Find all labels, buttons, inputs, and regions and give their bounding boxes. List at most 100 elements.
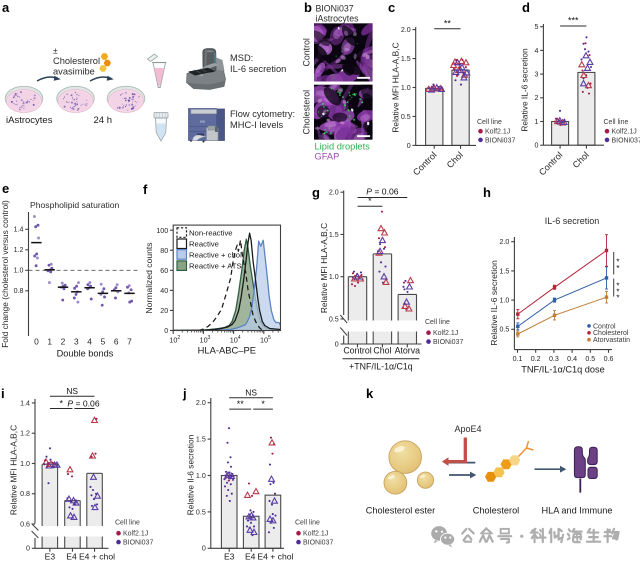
svg-text:1.4: 1.4 [20, 399, 30, 407]
svg-text:Cell line: Cell line [477, 119, 502, 126]
svg-text:**: ** [237, 399, 245, 409]
svg-text:3: 3 [74, 337, 79, 347]
svg-text:Relative MFI HLA-A,B,C: Relative MFI HLA-A,B,C [9, 425, 19, 515]
svg-text:0.2: 0.2 [531, 355, 541, 363]
svg-text:3: 3 [208, 335, 211, 341]
svg-text:Relative MFI HLA-A,B,C: Relative MFI HLA-A,B,C [319, 223, 329, 313]
svg-text:Control: Control [343, 346, 371, 356]
svg-text:Kolf2.1J: Kolf2.1J [485, 129, 510, 136]
svg-text:1: 1 [534, 118, 538, 126]
svg-text:TNF/IL-1α/C1q dose: TNF/IL-1α/C1q dose [521, 365, 604, 375]
svg-text:0.5: 0.5 [500, 326, 510, 334]
svg-text:Phospholipid saturation: Phospholipid saturation [30, 200, 120, 210]
svg-text:3: 3 [534, 71, 538, 79]
svg-text:1.0: 1.0 [500, 297, 510, 305]
svg-text:10: 10 [169, 335, 177, 344]
svg-text:Control: Control [411, 150, 439, 178]
svg-text:E4 + chol: E4 + chol [79, 552, 115, 562]
svg-text:Atorva: Atorva [395, 346, 421, 356]
svg-text:0: 0 [202, 545, 206, 553]
svg-text:Chol: Chol [373, 346, 391, 356]
svg-text:0.4: 0.4 [567, 355, 577, 363]
svg-text:2: 2 [534, 94, 538, 102]
svg-text:+TNF/IL-1α/C1q: +TNF/IL-1α/C1q [349, 362, 413, 372]
svg-text:BIONi037: BIONi037 [303, 540, 333, 547]
svg-text:*: * [616, 281, 620, 291]
svg-text:g: g [312, 185, 320, 200]
svg-text:BIONi037: BIONi037 [316, 4, 354, 14]
svg-text:Kolf2.1J: Kolf2.1J [123, 531, 148, 538]
svg-text:Relative Il-6 secretion: Relative Il-6 secretion [186, 434, 196, 515]
svg-text:1.5: 1.5 [401, 55, 411, 63]
svg-text:0.5: 0.5 [196, 508, 206, 516]
svg-text:5: 5 [534, 23, 538, 31]
svg-text:1.0: 1.0 [329, 273, 339, 281]
svg-text:5: 5 [101, 337, 106, 347]
svg-text:e: e [2, 181, 9, 196]
svg-text:7: 7 [127, 337, 132, 347]
svg-text:1.5: 1.5 [196, 436, 206, 444]
svg-text:GFAP: GFAP [315, 152, 340, 162]
svg-text:h: h [483, 185, 491, 200]
svg-text:10: 10 [230, 335, 238, 344]
svg-text:E4: E4 [66, 552, 77, 562]
svg-text:*: * [261, 399, 265, 409]
svg-text:Cell line: Cell line [604, 119, 629, 126]
svg-text:1: 1 [47, 337, 52, 347]
svg-text:Reactive + ATS: Reactive + ATS [189, 262, 242, 271]
svg-text:j: j [182, 386, 187, 401]
svg-text:Cell line: Cell line [295, 520, 320, 527]
svg-text:0.5: 0.5 [585, 355, 595, 363]
svg-text:80: 80 [160, 247, 168, 255]
svg-text:0: 0 [335, 340, 339, 348]
svg-text:1.0: 1.0 [196, 472, 206, 480]
svg-text:Control: Control [302, 38, 312, 66]
svg-text:0.8: 0.8 [14, 287, 24, 295]
svg-text:0: 0 [407, 142, 411, 150]
svg-text:MSD:: MSD: [230, 53, 253, 63]
svg-text:0: 0 [26, 545, 30, 553]
svg-text:2.0: 2.0 [500, 238, 510, 246]
svg-text:Kolf2.1J: Kolf2.1J [433, 330, 458, 337]
svg-text:d: d [522, 0, 530, 15]
svg-text:0.6: 0.6 [604, 355, 614, 363]
svg-text:4: 4 [238, 335, 241, 341]
svg-text:HLA and Immune: HLA and Immune [542, 506, 613, 516]
svg-text:iAstrocytes: iAstrocytes [6, 115, 53, 126]
svg-text:Control: Control [593, 323, 616, 330]
svg-text:Lipid droplets: Lipid droplets [315, 142, 371, 152]
svg-text:b: b [304, 0, 312, 15]
svg-text:BIONi037: BIONi037 [612, 137, 640, 144]
svg-text:Cholesterol: Cholesterol [53, 56, 100, 66]
svg-text:10: 10 [260, 335, 268, 344]
svg-text:**: ** [444, 19, 452, 29]
svg-text:Cell line: Cell line [425, 319, 450, 326]
svg-text:0.8: 0.8 [20, 490, 30, 498]
svg-text:IL-6 secretion: IL-6 secretion [230, 64, 286, 74]
svg-text:Normalized counts: Normalized counts [144, 242, 154, 313]
svg-text:***: *** [568, 16, 579, 26]
svg-text:HLA-ABC–PE: HLA-ABC–PE [198, 345, 256, 356]
svg-text:E3: E3 [45, 552, 56, 562]
svg-text:Control: Control [537, 150, 565, 178]
svg-text:±: ± [53, 46, 58, 56]
svg-text:0: 0 [534, 142, 538, 150]
svg-text:a: a [2, 0, 10, 15]
svg-text:Reactive: Reactive [189, 240, 219, 249]
svg-text:i: i [1, 386, 5, 401]
svg-text:Cholesterol ester: Cholesterol ester [366, 506, 435, 516]
svg-text:Kolf2.1J: Kolf2.1J [303, 531, 328, 538]
svg-text:*: * [616, 257, 620, 267]
svg-text:Relative MFI HLA-A,B,C: Relative MFI HLA-A,B,C [391, 42, 401, 132]
svg-text:0: 0 [34, 337, 39, 347]
svg-text:Kolf2.1J: Kolf2.1J [612, 129, 637, 136]
svg-text:Chol: Chol [445, 150, 465, 170]
svg-text:ApoE4: ApoE4 [455, 424, 482, 434]
svg-text:IL-6 secretion: IL-6 secretion [545, 216, 600, 226]
svg-text:Relative IL-6 secretion: Relative IL-6 secretion [489, 260, 499, 346]
svg-text:1.0: 1.0 [20, 460, 30, 468]
svg-text:MHC-I levels: MHC-I levels [230, 120, 284, 130]
svg-text:60: 60 [160, 267, 168, 275]
svg-text:20: 20 [160, 307, 168, 315]
svg-text:5: 5 [268, 335, 271, 341]
